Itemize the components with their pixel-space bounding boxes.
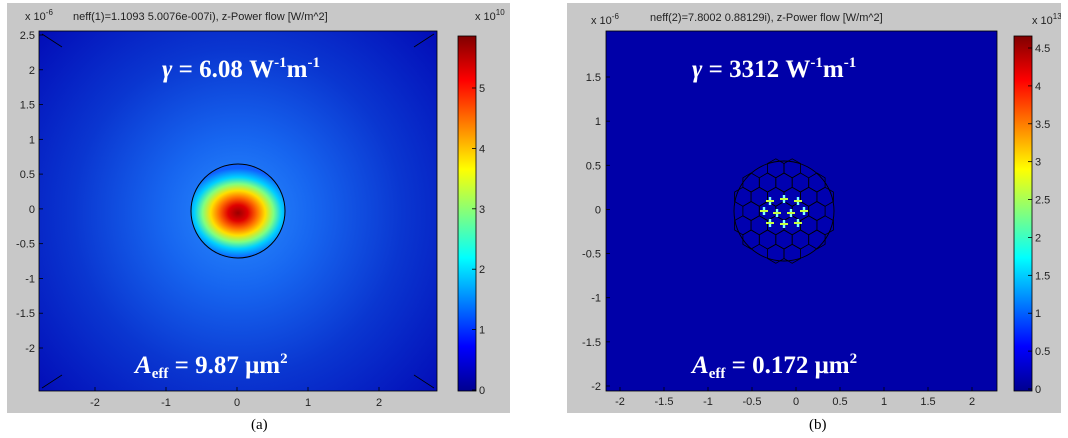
field-hotspot [766,200,774,202]
field-hotspot [773,212,781,214]
axis-exponent-b: x 10-6 [591,12,619,27]
y-axis-ticks-b: 1.5 1 0.5 0 -0.5 -1 -1.5 -2 [582,72,610,393]
x-tick-label: 0 [793,396,799,408]
y-tick-label: -1 [591,293,601,305]
y-tick-label: 1 [29,134,35,146]
y-tick-label: 2 [29,65,35,77]
gamma-annotation-a: γ = 6.08 W-1m-1 [162,55,320,83]
x-tick-label: 1 [881,396,887,408]
colorbar-tick-label: 4 [479,143,485,155]
y-tick-label: -1.5 [582,337,601,349]
axis-exponent-a: x 10-6 [25,8,53,23]
colorbar-tick-label: 3.5 [1035,119,1050,131]
colorbar-tick-label: 1.5 [1035,270,1050,282]
x-tick-label: -2 [615,396,625,408]
figure-panel-b: x 10-6 neff(2)=7.8002 0.88129i), z-Power… [567,3,1061,413]
colorbar-exponent-b: x 1013 [1032,12,1061,27]
colorbar-tick-label: 3 [1035,157,1041,169]
colorbar-tick-label: 4.5 [1035,43,1050,55]
aeff-annotation-b: Aeff = 0.172 μm2 [690,351,857,382]
y-tick-label: 2.5 [20,30,35,42]
colorbar-tick-label: 1 [479,325,485,337]
field-hotspot [794,222,802,224]
colorbar-ticks-a: 5 4 3 2 1 0 [472,83,485,397]
air-hole-cell [783,243,801,264]
air-hole-cell [808,229,826,250]
plot-title-b: neff(2)=7.8002 0.88129i), z-Power flow [… [650,12,883,24]
colorbar-a [457,35,477,392]
y-axis-ticks-a: 2.5 2 1.5 1 0.5 0 -0.5 -1 -1.5 -2 [16,30,43,355]
colorbar-tick-label: 0.5 [1035,346,1050,358]
x-tick-label: 0.5 [832,396,847,408]
field-hotspot [766,222,774,224]
colorbar-tick-label: 0 [479,385,485,397]
field-hotspots-b [760,195,808,228]
y-tick-label: 0 [29,204,35,216]
x-tick-label: 2 [376,397,382,409]
x-tick-label: -1 [703,396,713,408]
colorbar-tick-label: 2 [1035,232,1041,244]
x-tick-label: -2 [90,397,100,409]
y-tick-label: -2 [591,381,601,393]
y-tick-label: -0.5 [16,239,35,251]
field-plot-a: x 10-6 neff(1)=1.1093 5.0076e-007i), z-P… [16,8,505,409]
colorbar-ticks-b: 4.5 4 3.5 3 2.5 2 1.5 1 0.5 0 [1028,43,1050,396]
caption-b: (b) [809,417,827,433]
x-tick-label: -1 [161,397,171,409]
plot-area-a [39,31,437,391]
colorbar-tick-label: 5 [479,83,485,95]
y-tick-label: 1.5 [20,100,35,112]
colorbar-tick-label: 2 [479,264,485,276]
x-axis-ticks-a: -2 -1 0 1 2 [90,387,382,409]
x-tick-label: 1 [305,397,311,409]
y-tick-label: -2 [25,343,35,355]
field-hotspot [787,212,795,214]
field-hotspot [800,210,808,212]
colorbar-tick-label: 4 [1035,81,1041,93]
fiber-core-a [190,163,286,259]
colorbar-tick-label: 0 [1035,384,1041,396]
x-tick-label: -1.5 [655,396,674,408]
field-hotspot [780,223,788,225]
field-plot-b: x 10-6 neff(2)=7.8002 0.88129i), z-Power… [582,12,1061,408]
y-tick-label: 1 [595,116,601,128]
field-hotspot [780,198,788,200]
y-tick-label: 0 [595,204,601,216]
gamma-annotation-b: γ = 3312 W-1m-1 [692,55,856,83]
x-tick-label: 0 [234,397,240,409]
x-tick-label: -0.5 [743,396,762,408]
x-tick-label: 2 [969,396,975,408]
y-tick-label: -1 [25,273,35,285]
y-tick-label: 1.5 [586,72,601,84]
colorbar-tick-label: 3 [479,204,485,216]
pcf-cladding-b [733,160,835,262]
y-tick-label: 0.5 [20,169,35,181]
x-axis-ticks-b: -2 -1.5 -1 -0.5 0 0.5 1 1.5 2 [615,387,975,408]
figure-panel-a: x 10-6 neff(1)=1.1093 5.0076e-007i), z-P… [7,3,510,413]
caption-a: (a) [251,417,268,433]
plot-title-a: neff(1)=1.1093 5.0076e-007i), z-Power fl… [73,11,328,23]
colorbar-exponent-a: x 1010 [475,8,505,23]
field-hotspot [794,200,802,202]
aeff-annotation-a: Aeff = 9.87 μm2 [133,351,288,382]
y-tick-label: -0.5 [582,249,601,261]
colorbar-b [1013,35,1033,392]
field-hotspot [760,210,768,212]
x-tick-label: 1.5 [920,396,935,408]
y-tick-label: -1.5 [16,308,35,320]
plot-area-b [606,31,997,391]
y-tick-label: 0.5 [586,160,601,172]
colorbar-tick-label: 1 [1035,308,1041,320]
colorbar-tick-label: 2.5 [1035,195,1050,207]
